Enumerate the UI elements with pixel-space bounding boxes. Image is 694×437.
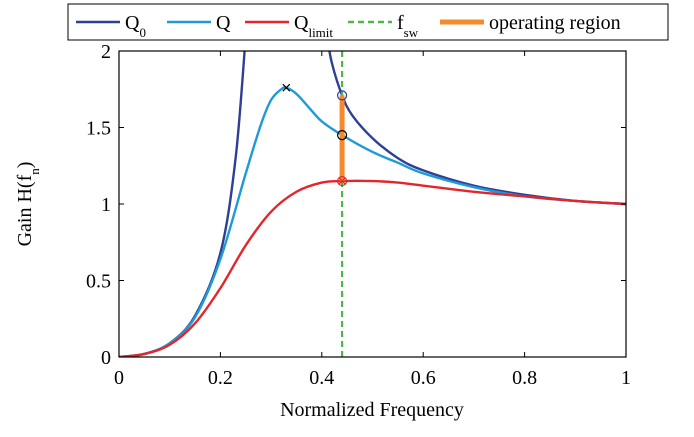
y-axis-label: Gain H(fn)	[14, 162, 42, 247]
x-tick-label: 1	[621, 367, 631, 389]
y-tick-label: 0.5	[86, 271, 111, 293]
series-line-q0-1	[328, 51, 626, 206]
series-line-q0-0	[119, 51, 246, 357]
axis-layer: 0 0.2 0.4 0.6 0.8 1 0 0.5 1 1.5 2	[86, 41, 631, 389]
series-line-q-2	[119, 86, 626, 357]
y-tick-label: 2	[101, 41, 111, 63]
y-axis-label-tail: )	[14, 162, 36, 169]
legend-label-q: Q	[216, 12, 231, 34]
legend-label-operating-region: operating region	[489, 12, 621, 34]
marker-qlimit-at-fsw	[336, 175, 348, 187]
y-tick-label: 1	[101, 194, 111, 216]
legend-label-qlimit-main: Q	[294, 12, 309, 34]
legend-label-q0-main: Q	[125, 12, 140, 34]
y-axis-label-main: Gain H(f	[14, 174, 36, 246]
legend-label-fsw-sub: sw	[404, 25, 419, 40]
legend-label-q0: Q0	[125, 12, 146, 40]
marker-q-peak-stroke-b	[282, 83, 291, 92]
legend: Q0 Q Qlimit fsw operating region	[67, 3, 669, 41]
x-axis-label: Normalized Frequency	[280, 399, 464, 421]
x-tick-label: 0.2	[208, 367, 233, 389]
plot-frame	[118, 50, 627, 358]
legend-label-fsw: fsw	[397, 12, 419, 40]
y-tick-label: 1.5	[86, 118, 111, 140]
marker-q-at-fsw	[336, 130, 348, 141]
marker-q-peak	[282, 83, 291, 92]
series-line-qlimit-3	[119, 179, 626, 357]
y-tick-label: 0	[101, 347, 111, 369]
x-tick-label: 0	[114, 367, 124, 389]
legend-label-qlimit-sub: limit	[308, 25, 333, 40]
x-tick-label: 0.6	[411, 367, 436, 389]
marker-qlimit-at-fsw-stroke-b	[338, 177, 346, 185]
marker-q0-at-fsw	[336, 90, 348, 101]
x-tick-label: 0.4	[309, 367, 334, 389]
x-tick-label: 0.8	[512, 367, 537, 389]
legend-label-fsw-main: f	[397, 12, 404, 34]
legend-label-q0-sub: 0	[139, 25, 146, 40]
marker-layer	[282, 83, 348, 187]
legend-label-qlimit: Qlimit	[294, 12, 333, 40]
series-layer	[119, 51, 626, 357]
marker-qlimit-at-fsw-ring	[336, 175, 348, 187]
y-axis-label-sub: n	[27, 168, 42, 175]
